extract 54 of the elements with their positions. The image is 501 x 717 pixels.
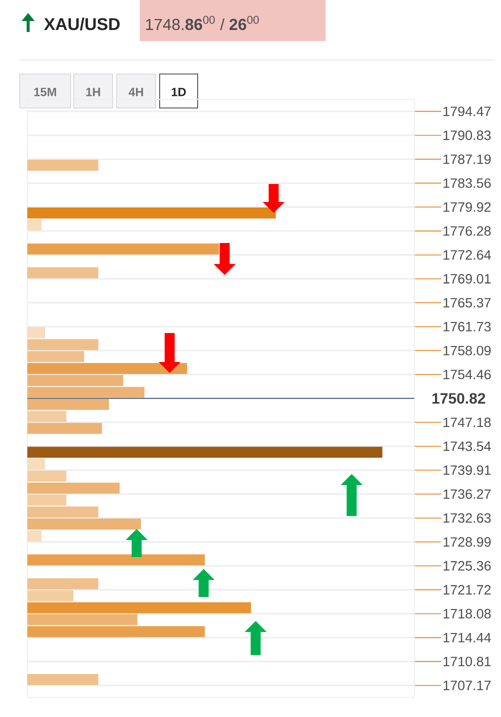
- y-tick-label: 1714.44: [444, 632, 492, 642]
- y-tick-label: 1779.92: [444, 202, 491, 212]
- y-tick-label: 1783.56: [444, 178, 491, 188]
- bar: [27, 208, 276, 219]
- bar: [27, 578, 98, 590]
- y-tick-label: 1758.09: [444, 346, 491, 356]
- y-tick-label: 1747.18: [444, 418, 491, 428]
- bar: [27, 518, 142, 530]
- bar: [27, 506, 98, 518]
- bar: [27, 362, 188, 374]
- y-tick-label: 1787.19: [444, 154, 491, 164]
- bar: [27, 470, 67, 482]
- bar: [27, 267, 98, 278]
- text: 1D: [172, 88, 186, 96]
- bar: [27, 494, 67, 506]
- bar: [27, 410, 67, 422]
- bar: [27, 554, 206, 566]
- bar: [27, 422, 102, 434]
- bar: [27, 160, 98, 171]
- bar: [27, 327, 46, 338]
- bar: [27, 446, 383, 458]
- y-tick-label: 1776.28: [444, 226, 491, 236]
- y-tick-label: 1794.47: [444, 106, 491, 116]
- y-tick-label: 1707.17: [444, 680, 491, 690]
- y-tick-label: 1732.63: [444, 513, 491, 523]
- text: 1H: [86, 88, 100, 96]
- y-tick-label: 1710.81: [444, 656, 491, 666]
- bar: [27, 458, 46, 470]
- y-tick-label: 1739.91: [444, 465, 491, 475]
- y-tick-label: 1772.64: [444, 250, 492, 260]
- ref-line-label: 1750.82: [432, 393, 486, 404]
- y-tick-label: 1725.36: [444, 561, 491, 571]
- bar: [27, 530, 42, 542]
- y-tick-label: 1754.46: [444, 370, 491, 380]
- y-tick-label: 1721.72: [444, 585, 491, 594]
- y-tick-label: 1728.99: [444, 537, 491, 547]
- text: 4H: [128, 88, 144, 96]
- bar: [27, 674, 98, 685]
- bar: [27, 614, 138, 626]
- y-tick-label: 1790.83: [444, 130, 491, 140]
- text: 15M: [34, 88, 56, 96]
- bar: [27, 220, 42, 230]
- y-tick-label: 1736.27: [444, 489, 491, 499]
- y-tick-label: 1743.54: [444, 442, 492, 452]
- bar: [27, 602, 252, 614]
- y-tick-label: 1765.37: [444, 298, 491, 308]
- bar: [27, 626, 206, 638]
- bar: [27, 590, 74, 602]
- y-tick-label: 1761.73: [444, 322, 491, 332]
- y-tick-label: 1718.08: [444, 608, 491, 618]
- chart-subtitle: 1748.86$^{00}$ / 26$^{00}$: [146, 16, 259, 30]
- bar: [27, 482, 120, 494]
- y-tick-label: 1769.01: [444, 274, 491, 284]
- chart-title: XAU/USD: [44, 18, 120, 30]
